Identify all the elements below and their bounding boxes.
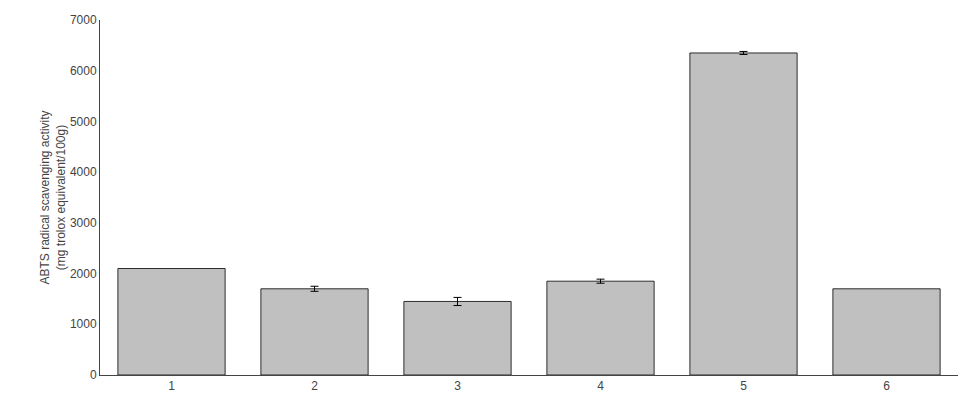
svg-text:4: 4 <box>597 379 604 393</box>
svg-text:ABTS radical scavenging activi: ABTS radical scavenging activity(mg trol… <box>38 110 68 284</box>
svg-text:3000: 3000 <box>70 216 97 230</box>
svg-text:2000: 2000 <box>70 267 97 281</box>
svg-text:1000: 1000 <box>70 317 97 331</box>
svg-text:5000: 5000 <box>70 115 97 129</box>
svg-text:7000: 7000 <box>70 13 97 27</box>
svg-text:6000: 6000 <box>70 64 97 78</box>
svg-text:5: 5 <box>740 379 747 393</box>
svg-text:6: 6 <box>883 379 890 393</box>
svg-text:0: 0 <box>90 368 97 382</box>
svg-text:1: 1 <box>168 379 175 393</box>
svg-text:2: 2 <box>311 379 318 393</box>
svg-text:4000: 4000 <box>70 165 97 179</box>
svg-text:3: 3 <box>454 379 461 393</box>
